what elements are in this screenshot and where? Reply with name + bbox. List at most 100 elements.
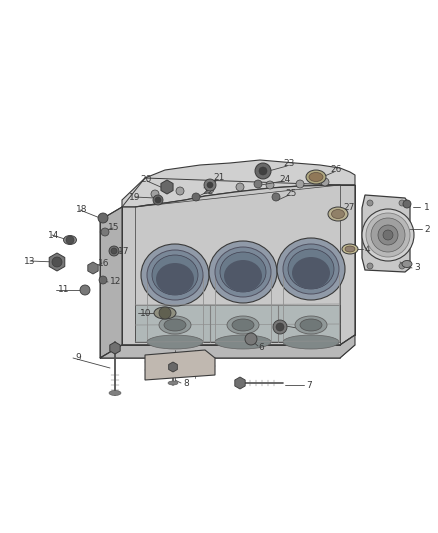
Text: 4: 4 [365,245,371,254]
Polygon shape [135,305,340,342]
Ellipse shape [147,335,203,349]
Polygon shape [145,350,215,380]
Ellipse shape [402,261,412,268]
Ellipse shape [215,335,271,349]
Circle shape [296,180,304,188]
Circle shape [367,263,373,269]
Circle shape [111,248,117,254]
Text: 17: 17 [118,246,130,255]
Ellipse shape [383,230,393,240]
Circle shape [66,236,74,244]
Text: 19: 19 [129,192,141,201]
Text: 23: 23 [283,159,294,168]
Ellipse shape [159,316,191,334]
Text: 15: 15 [108,223,120,232]
Text: 24: 24 [279,174,290,183]
Ellipse shape [371,218,405,252]
Ellipse shape [366,213,410,257]
Circle shape [109,246,119,256]
Ellipse shape [300,319,322,331]
Ellipse shape [227,316,259,334]
Ellipse shape [292,257,330,289]
Text: 10: 10 [140,309,152,318]
Ellipse shape [277,238,345,300]
Text: 16: 16 [98,259,110,268]
Ellipse shape [156,263,194,295]
Polygon shape [100,207,122,358]
Circle shape [259,167,267,175]
Ellipse shape [342,244,358,254]
Text: 21: 21 [213,174,224,182]
Circle shape [207,182,213,188]
Circle shape [176,187,184,195]
Ellipse shape [64,236,77,245]
Ellipse shape [147,250,203,300]
Text: 2: 2 [424,224,430,233]
Ellipse shape [345,246,355,252]
Polygon shape [122,160,355,207]
Circle shape [245,333,257,345]
Text: 25: 25 [285,189,297,198]
Ellipse shape [378,225,398,245]
Circle shape [403,200,411,208]
Polygon shape [100,335,355,358]
Ellipse shape [154,307,176,319]
Circle shape [273,320,287,334]
Text: 14: 14 [48,230,60,239]
Circle shape [254,180,262,188]
Circle shape [101,228,109,236]
Circle shape [236,183,244,191]
Text: 18: 18 [76,206,88,214]
Circle shape [99,276,107,284]
Circle shape [367,200,373,206]
Circle shape [204,179,216,191]
Circle shape [153,195,163,205]
Ellipse shape [306,170,326,184]
Text: 5: 5 [304,325,310,334]
Ellipse shape [328,207,348,221]
Circle shape [276,323,284,331]
Text: 3: 3 [414,263,420,272]
Text: 27: 27 [343,204,354,213]
Circle shape [151,190,159,198]
Circle shape [98,213,108,223]
Ellipse shape [109,391,121,395]
Polygon shape [122,185,355,345]
Ellipse shape [220,252,266,292]
Circle shape [321,178,329,186]
Ellipse shape [295,316,327,334]
Circle shape [266,181,274,189]
Ellipse shape [224,260,262,292]
Text: 20: 20 [140,174,152,183]
Circle shape [192,193,200,201]
Text: 11: 11 [58,286,70,295]
Circle shape [399,263,405,269]
Text: 1: 1 [424,203,430,212]
Polygon shape [362,195,410,272]
Text: 8: 8 [183,378,189,387]
Circle shape [399,200,405,206]
Circle shape [255,163,271,179]
Text: 9: 9 [75,353,81,362]
Text: 7: 7 [306,381,312,390]
Ellipse shape [152,255,198,295]
Ellipse shape [362,209,414,261]
Text: 26: 26 [330,166,341,174]
Ellipse shape [283,244,339,294]
Ellipse shape [309,173,323,182]
Ellipse shape [141,244,209,306]
Ellipse shape [209,241,277,303]
Text: 22: 22 [202,187,213,196]
Circle shape [80,285,90,295]
Text: 6: 6 [258,343,264,352]
Circle shape [155,197,161,203]
Ellipse shape [288,249,334,289]
Ellipse shape [332,209,345,219]
Circle shape [52,257,62,267]
Text: 12: 12 [110,278,121,287]
Circle shape [159,307,171,319]
Text: 13: 13 [24,256,35,265]
Ellipse shape [283,335,339,349]
Circle shape [272,193,280,201]
Circle shape [206,185,214,193]
